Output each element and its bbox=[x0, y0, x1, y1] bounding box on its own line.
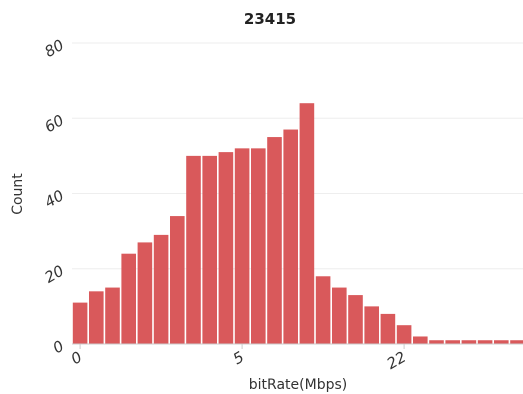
histogram-bar bbox=[510, 340, 523, 344]
y-axis-label: Count bbox=[10, 173, 26, 215]
histogram-bar bbox=[315, 276, 331, 344]
x-axis-label: bitRate(Mbps) bbox=[249, 377, 347, 393]
histogram-bar bbox=[348, 295, 363, 344]
histogram-bar bbox=[186, 155, 201, 344]
histogram-bar bbox=[234, 148, 250, 344]
histogram-bar bbox=[153, 234, 169, 344]
histogram-bar bbox=[364, 306, 379, 344]
x-axis-ticks: 0 5 22 bbox=[68, 344, 409, 373]
histogram-bar bbox=[170, 216, 185, 344]
histogram-bar bbox=[218, 152, 234, 344]
y-tick-label: 60 bbox=[41, 111, 67, 136]
x-tick-label: 0 bbox=[68, 348, 85, 368]
histogram-bar bbox=[461, 340, 477, 344]
histogram-bar bbox=[445, 340, 460, 344]
histogram-bar bbox=[494, 340, 509, 344]
histogram-bar bbox=[332, 287, 347, 344]
histogram-bar bbox=[251, 148, 266, 344]
x-tick-label: 22 bbox=[384, 348, 410, 373]
histogram-bar bbox=[429, 340, 444, 344]
chart-title: 23415 bbox=[244, 10, 296, 28]
x-tick-label: 5 bbox=[230, 348, 247, 368]
y-tick-label: 20 bbox=[41, 262, 67, 287]
histogram-bar bbox=[202, 155, 217, 344]
histogram-bar bbox=[89, 291, 104, 344]
histogram-bar bbox=[477, 340, 493, 344]
histogram-bar bbox=[105, 287, 120, 344]
bars bbox=[72, 103, 523, 344]
histogram-bar bbox=[267, 137, 282, 344]
histogram-bar bbox=[380, 313, 396, 344]
histogram-bar bbox=[121, 253, 136, 344]
y-axis-ticks: 0 20 40 60 80 bbox=[41, 36, 67, 357]
histogram-bar bbox=[413, 336, 428, 344]
y-tick-label: 40 bbox=[41, 186, 67, 211]
histogram-bar bbox=[396, 325, 412, 344]
histogram-bar bbox=[283, 129, 298, 344]
histogram-bar bbox=[137, 242, 153, 344]
y-tick-label: 0 bbox=[50, 337, 67, 357]
y-tick-label: 80 bbox=[41, 36, 67, 61]
histogram-bar bbox=[299, 103, 315, 344]
histogram-bar bbox=[72, 302, 88, 344]
